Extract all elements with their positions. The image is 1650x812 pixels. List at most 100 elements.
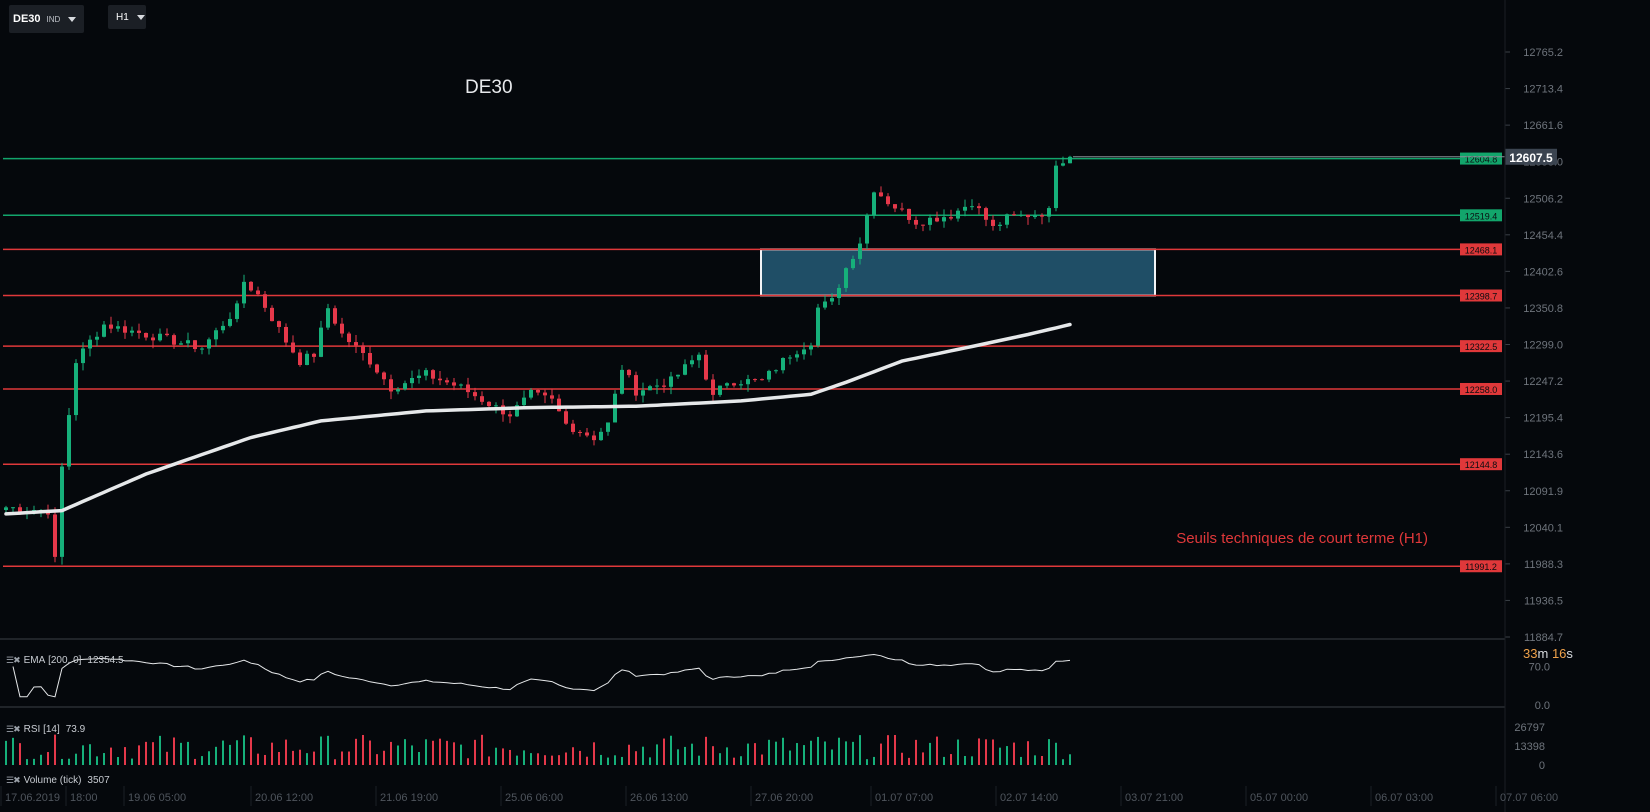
volume-bar: [733, 757, 735, 765]
y-tick-label: 12091.9: [1523, 486, 1563, 498]
candle: [123, 326, 127, 333]
candle: [389, 379, 393, 392]
volume-bar: [285, 739, 287, 765]
candle: [193, 340, 197, 350]
settings-close-icon[interactable]: ☰✖: [6, 655, 21, 665]
volume-bar: [187, 741, 189, 765]
volume-bar: [705, 736, 707, 765]
x-tick-label: 02.07 14:00: [1000, 792, 1058, 804]
volume-bar: [1048, 739, 1050, 765]
candle: [942, 217, 946, 222]
volume-bar: [509, 749, 511, 765]
volume-bar: [677, 749, 679, 765]
candle: [648, 386, 652, 391]
volume-bar: [621, 756, 623, 765]
volume-bar: [404, 739, 406, 765]
volume-bar: [740, 756, 742, 765]
settings-close-icon[interactable]: ☰✖: [6, 775, 21, 785]
candle: [956, 210, 960, 219]
volume-bar: [628, 744, 630, 765]
candle: [382, 372, 386, 380]
y-tick-label: 11988.3: [1524, 559, 1563, 571]
candle: [459, 384, 463, 386]
y-tick-label: 12402.6: [1523, 266, 1563, 278]
level-price-label: 12519.4: [1465, 211, 1498, 221]
volume-bar: [544, 755, 546, 765]
candle: [1019, 214, 1023, 216]
candle: [928, 217, 932, 225]
candle: [347, 333, 351, 343]
candle: [872, 192, 876, 216]
volume-bar: [390, 741, 392, 765]
timeframe-label: H1: [116, 11, 129, 23]
candle: [900, 208, 904, 210]
level-price-tag: [1460, 382, 1502, 395]
candle: [550, 395, 554, 399]
settings-close-icon[interactable]: ☰✖: [6, 724, 21, 734]
volume-bar: [761, 754, 763, 765]
volume-value: 3507: [87, 775, 110, 786]
y-tick-label: 12506.2: [1523, 193, 1563, 205]
timeframe-selector[interactable]: H1: [108, 5, 146, 29]
volume-bar: [712, 746, 714, 765]
level-price-label: 12398.7: [1465, 292, 1498, 302]
rsi-indicator-tag[interactable]: ☰✖ RSI [14] 73.9: [6, 724, 85, 735]
y-tick-label: 12040.1: [1523, 522, 1563, 534]
candle: [704, 354, 708, 380]
volume-bar: [453, 742, 455, 765]
candle: [326, 308, 330, 328]
volume-bar: [775, 741, 777, 765]
candle: [788, 357, 792, 359]
candle: [116, 326, 120, 329]
level-price-tag: [1460, 560, 1502, 573]
volume-bar: [691, 743, 693, 765]
x-tick-label: 05.07 00:00: [1250, 792, 1308, 804]
candle: [354, 342, 358, 346]
symbol-selector[interactable]: DE30 IND: [9, 5, 84, 33]
candle: [1033, 215, 1037, 218]
volume-bar: [537, 753, 539, 765]
volume-bar: [1013, 742, 1015, 765]
candle: [858, 243, 862, 259]
volume-bar: [5, 740, 7, 765]
rsi-tick-label: 0.0: [1535, 700, 1550, 712]
volume-tick-label: 13398: [1514, 741, 1545, 753]
volume-bar: [229, 744, 231, 765]
volume-bar: [411, 745, 413, 765]
chevron-down-icon: [136, 14, 145, 20]
candle: [564, 411, 568, 424]
volume-bar: [341, 751, 343, 765]
volume-bar: [299, 749, 301, 765]
candle: [935, 217, 939, 222]
rsi-line: [12, 653, 1071, 698]
volume-indicator-tag[interactable]: ☰✖ Volume (tick) 3507: [6, 775, 110, 786]
level-price-tag: [1460, 152, 1502, 165]
x-tick-label: 27.06 20:00: [755, 792, 813, 804]
volume-bar: [502, 748, 504, 765]
volume-bar: [586, 756, 588, 765]
countdown-seconds-unit: s: [1566, 646, 1573, 661]
candle: [599, 431, 603, 441]
volume-bar: [327, 735, 329, 765]
level-price-tag: [1460, 209, 1502, 222]
volume-tick-label: 26797: [1514, 722, 1545, 734]
ema-value: 12354.5: [87, 655, 124, 666]
candle: [557, 398, 561, 412]
volume-bar: [278, 751, 280, 765]
candle: [508, 414, 512, 417]
candle: [683, 364, 687, 375]
volume-bar: [1027, 741, 1029, 765]
x-tick-label: 01.07 07:00: [875, 792, 933, 804]
volume-bar: [936, 736, 938, 765]
chart-annotation: Seuils techniques de court terme (H1): [1176, 530, 1428, 547]
volume-bar: [117, 757, 119, 765]
x-tick-label: 17.06.2019: [5, 792, 60, 804]
candle: [816, 307, 820, 346]
volume-bar: [859, 735, 861, 765]
candle: [1068, 156, 1072, 164]
ema-indicator-tag[interactable]: ☰✖ EMA [200, 0] 12354.5: [6, 655, 124, 666]
candle: [837, 287, 841, 299]
volume-bar: [1041, 756, 1043, 765]
volume-bar: [110, 747, 112, 765]
